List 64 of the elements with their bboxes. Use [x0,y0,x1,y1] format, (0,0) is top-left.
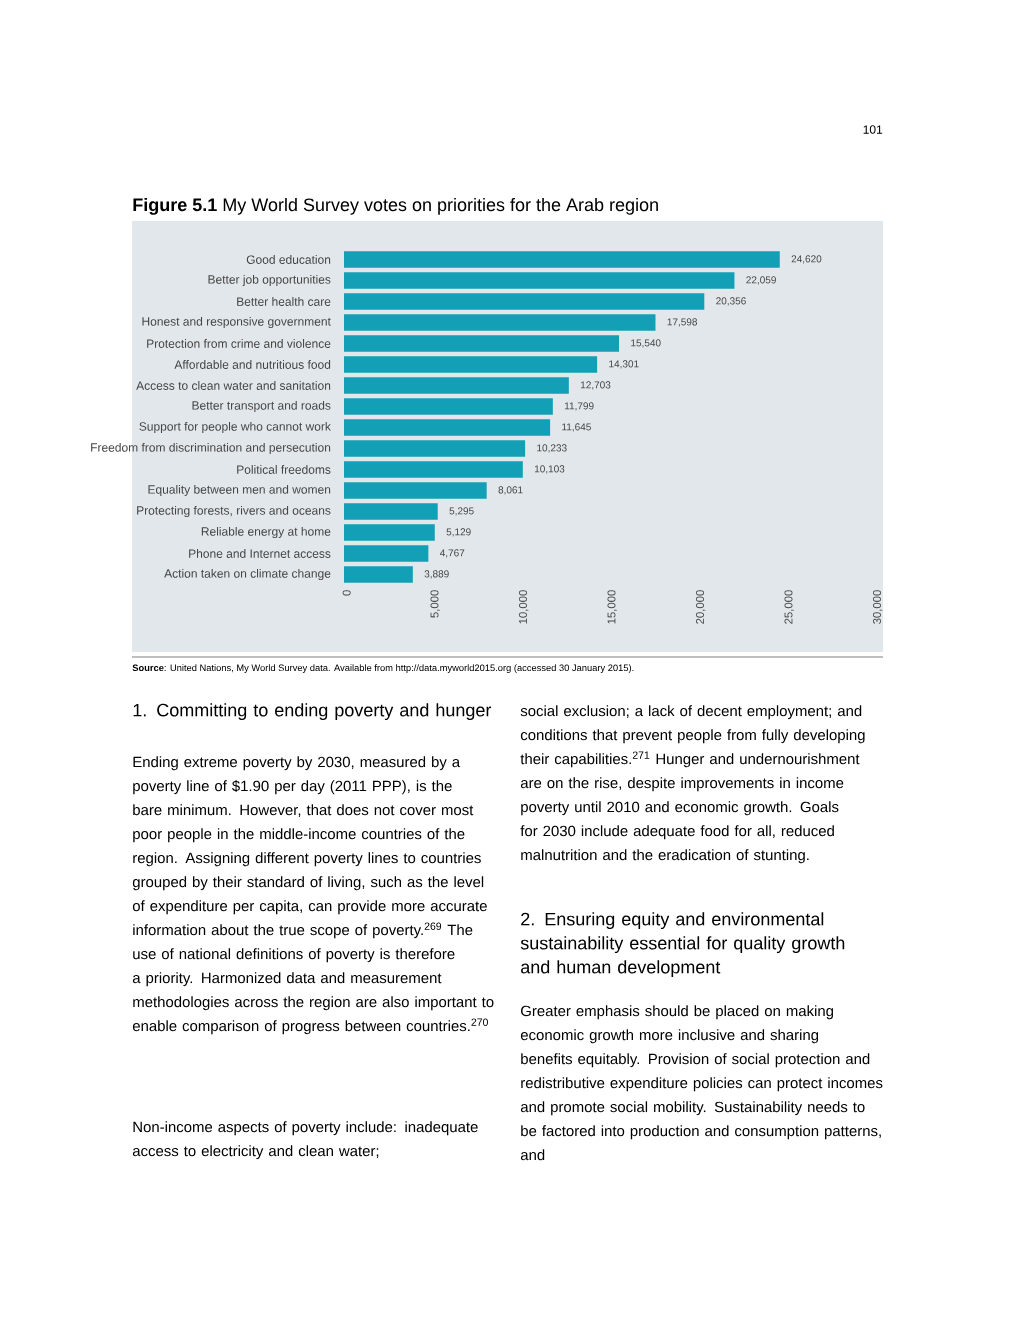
bar [343,314,656,331]
y-tick-label: Access to clean water and sanitation [136,381,331,390]
data-label: 5,129 [446,528,471,537]
bar [343,293,705,310]
y-tick-label: Better transport and roads [192,400,331,413]
x-tick-label: 25,000 [784,590,794,624]
data-label: 15,540 [631,339,661,348]
text: Non-income aspects of poverty include: inadequate access to electricity and clean water; [132,1121,478,1160]
y-tick-label: Good education [246,255,331,264]
data-label: 10,233 [537,444,567,453]
chart-title: Figure 5.1 My World Survey votes on priorities for the Arab region [133,197,658,215]
bar [343,482,487,499]
bar [343,524,435,541]
data-label: 11,645 [562,423,591,432]
y-tick-label: Better health care [237,297,331,306]
data-label: 10,103 [534,465,565,474]
y-tick-label: Better job opportunities [208,274,331,287]
y-tick-label: Protection from crime and violence [147,339,331,348]
data-label: 22,059 [746,276,776,285]
data-label: 5,295 [449,507,474,516]
x-tick-label: 0 [342,590,351,596]
text: Source: United Nations, My World Survey data. Available from http://data.myworld2015.org (accessed 30 January 2015). [132,664,634,673]
text: Greater emphasis should be placed on making economic growth more inclusive and sharing benefits equitably. Provision of social protection and redistributive expenditure policies can protect incomes and promote social mobility. Sustainability needs to be factored into production and consumption patterns, and [520,1005,883,1161]
text: 101 [863,125,883,134]
x-tick-label: 30,000 [872,590,883,624]
y-tick-label: Equality between men and women [148,484,331,497]
data-label: 8,061 [498,486,523,495]
data-label: 12,703 [580,381,611,390]
data-label: 14,301 [609,360,639,369]
y-tick-label: Protecting forests, rivers and oceans [137,505,331,518]
y-tick-label: Honest and responsive government [142,316,331,329]
y-tick-label: Action taken on climate change [164,568,331,581]
y-tick-label: Political freedoms [237,465,331,474]
bar [343,251,780,268]
bar [343,566,413,583]
data-label: 20,356 [716,297,746,306]
bar [343,356,598,373]
bar [343,545,429,562]
data-label: 11,799 [564,402,594,411]
x-tick-label: 15,000 [607,590,617,624]
y-tick-label: Freedom from discrimination and persecution [91,442,331,455]
text: social exclusion; a lack of decent employment; and conditions that prevent people from fully developing their capabilities.$^{271}$ Hunger and undernourishment are on the rise, despite improvements in income poverty until 2010 and economic growth. Goals for 2030 include adequate food for all, reduced malnutrition and the eradication of stunting. [520,705,865,864]
y-tick-label: Affordable and nutritious food [174,360,331,369]
bar [343,398,553,415]
text: 1. Committing to ending poverty and hunger [133,703,492,721]
text: 2. Ensuring equity and environmental sustainability essential for quality growth and human development [520,912,845,978]
bar [343,503,438,520]
data-label: 3,889 [424,570,449,579]
bar [343,272,735,289]
x-tick-label: 5,000 [430,590,440,618]
y-tick-label: Reliable energy at home [201,526,331,539]
x-tick-label: 10,000 [518,590,529,624]
bar [343,377,569,394]
y-tick-label: Support for people who cannot work [139,421,331,434]
bar [343,419,551,436]
bar [343,335,620,352]
y-tick-label: Phone and Internet access [189,549,331,558]
bar [343,461,523,478]
x-tick-label: 20,000 [695,590,706,624]
data-label: 24,620 [791,255,822,264]
text: Ending extreme poverty by 2030, measured by a poverty line of $1.90 per day (2011 PPP), is the bare minimum. However, that does not cover most poor people in the middle-income countries of the region. Assigning different poverty lines to countries grouped by their standard of living, such as the level of expenditure per capita, can provide more accurate information about the true scope of poverty.$^{269}$ The use of national definitions of poverty is therefore a priority. Harmonized data and measurement methodologies across the region are also important to enable comparison of progress between countries.$^{270}$ [132,756,494,1035]
data-label: 17,598 [667,318,697,327]
data-label: 4,767 [439,549,465,558]
bar [343,440,526,457]
